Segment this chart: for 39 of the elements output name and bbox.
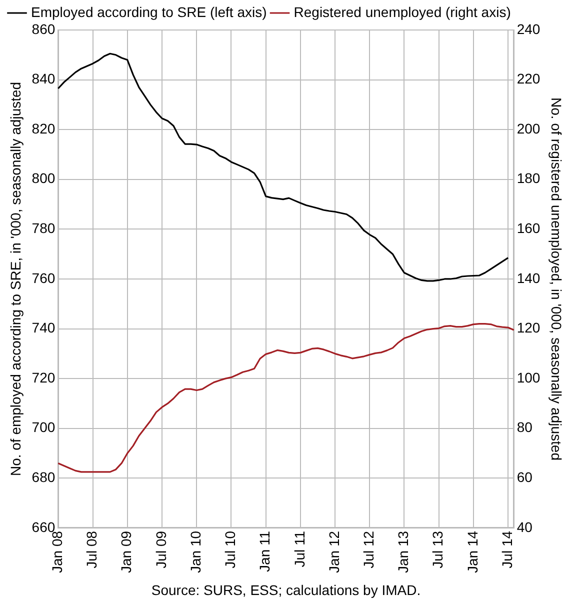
x-tick-label: Jan 14 [464,530,480,574]
y-tick-label: 820 [32,120,56,136]
y-tick-label: 800 [32,170,56,186]
y-tick-label: 700 [32,419,56,436]
y-tick-label: 680 [32,469,56,486]
y-tick-label: 840 [32,70,56,87]
x-tick-label: Jan 10 [187,530,204,574]
y2-tick-label: 220 [516,70,540,87]
y-tick-label: 760 [32,270,56,286]
y2-tick-label: 200 [516,120,540,136]
y-axis-title: No. of employed according to SRE, in '000, seasonally adjusted [7,82,24,476]
y2-tick-label: 240 [516,20,540,37]
x-tick-label: Jul 09 [152,530,169,568]
source-note: Source: SURS, ESS; calculations by IMAD. [151,582,421,598]
y2-axis-title: No. of registered unemployed, in '000, seasonally adjusted [548,97,565,460]
x-tick-label: Jan 11 [256,530,273,572]
y2-tick-label: 160 [516,220,540,236]
y-tick-label: 740 [32,320,56,336]
y2-tick-label: 100 [516,369,540,386]
x-tick-label: Jul 10 [222,530,238,568]
y-tick-label: 860 [32,20,56,37]
x-tick-label: Jul 12 [360,530,376,568]
x-tick-label: Jan 12 [326,530,342,574]
y-tick-label: 720 [32,369,56,386]
x-tick-label: Jul 13 [430,530,446,568]
y2-tick-label: 120 [516,320,540,336]
x-tick-label: Jul 11 [291,530,308,568]
x-tick-label: Jan 13 [395,530,412,574]
legend-label: Registered unemployed (right axis) [294,4,511,20]
y2-tick-label: 140 [516,270,540,286]
legend-label: Employed according to SRE (left axis) [31,4,267,20]
x-tick-label: Jul 08 [84,530,100,568]
y2-tick-label: 80 [516,419,533,436]
x-tick-label: Jul 14 [498,530,515,568]
y2-tick-label: 40 [516,518,533,535]
x-tick-label: Jan 09 [118,530,134,574]
y2-tick-label: 60 [516,469,533,486]
y-tick-label: 780 [32,220,56,236]
y2-tick-label: 180 [516,170,540,186]
